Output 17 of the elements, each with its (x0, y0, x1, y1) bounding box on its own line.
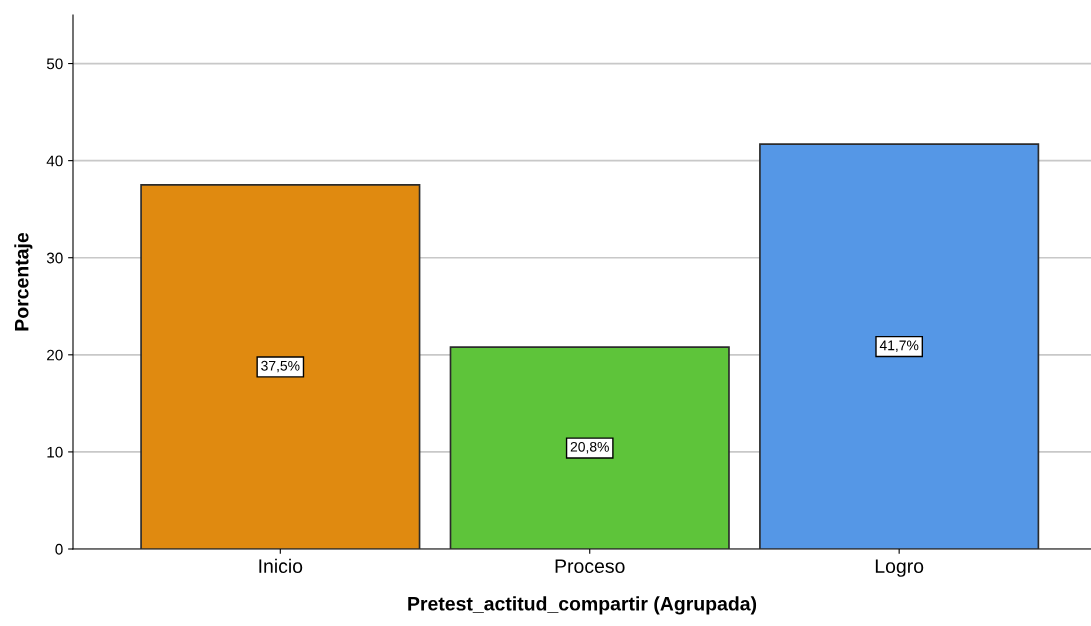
y-tick-label: 50 (46, 58, 63, 70)
y-tick-label: 20 (47, 349, 63, 361)
data-label: 20,8% (570, 441, 609, 454)
y-tick-label: 10 (47, 446, 63, 458)
data-label: 41,7% (879, 340, 919, 352)
y-tick-label: 0 (55, 543, 63, 555)
x-axis-title: Pretest_actitud_compartir (Agrupada) (408, 596, 757, 615)
y-axis-title: Porcentaje (14, 232, 33, 331)
bar (759, 143, 1040, 549)
x-tick-label: Inicio (259, 558, 303, 573)
x-tick-label: Proceso (555, 559, 625, 573)
bar (449, 346, 730, 549)
y-tick-label: 40 (46, 155, 63, 167)
bar (140, 184, 421, 549)
x-tick-label: Logro (875, 559, 924, 577)
y-tick-label: 30 (46, 252, 63, 264)
data-label: 37,5% (261, 360, 300, 373)
